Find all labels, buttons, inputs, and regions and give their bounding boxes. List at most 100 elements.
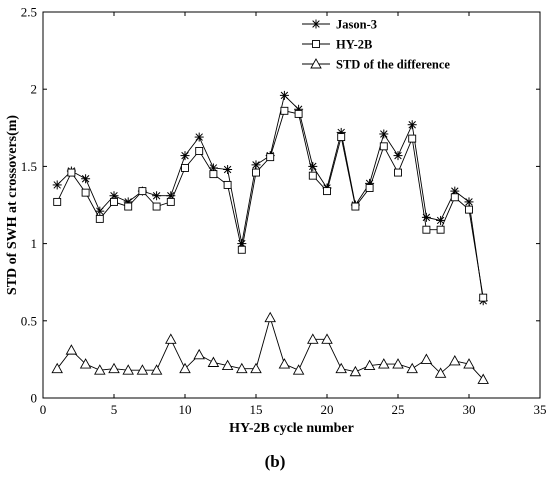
series-square [53,106,488,302]
data-point-asterisk [194,132,204,142]
legend-entry: HY-2B [302,38,372,52]
y-axis-title: STD of SWH at crossovers(m) [5,115,20,296]
legend-marker-square [312,40,320,48]
data-point-triangle [179,362,191,374]
y-tick-label: 2 [31,82,38,97]
data-point-triangle [94,364,106,375]
data-point-triangle [165,333,177,344]
data-point-square [351,202,360,211]
legend-entry: Jason-3 [302,18,377,32]
x-axis-title: HY-2B cycle number [229,421,354,436]
data-point-square [294,109,303,118]
data-point-square [95,214,104,223]
data-point-square [394,168,402,177]
data-point-triangle [463,358,475,369]
data-point-triangle [221,359,234,371]
data-point-asterisk [81,174,91,184]
data-point-triangle [150,364,163,375]
data-point-square [379,142,388,151]
x-tick-label: 25 [392,402,405,417]
data-point-square [465,205,473,214]
x-tick-label: 15 [250,402,263,417]
data-point-square [450,193,459,202]
y-tick-label: 0 [31,391,38,406]
data-point-square [337,133,346,142]
data-point-triangle [136,364,149,375]
data-point-triangle [122,364,134,375]
data-point-asterisk [393,151,403,161]
data-point-square [152,202,161,211]
data-point-triangle [420,353,433,364]
legend-entry: STD of the difference [302,58,450,72]
series-layer [51,90,489,384]
data-point-square [195,147,204,155]
data-point-triangle [363,359,376,371]
data-point-asterisk [251,160,261,170]
data-point-square [166,197,175,206]
data-point-triangle [65,344,78,355]
data-point-triangle [236,362,248,374]
data-point-square [124,202,133,211]
legend-label: Jason-3 [336,18,377,32]
data-point-triangle [477,373,489,384]
data-point-square [223,180,232,189]
series-triangle [51,311,489,384]
data-point-triangle [392,358,404,369]
y-tick-label: 1.5 [21,159,37,174]
x-tick-label: 10 [179,402,192,417]
data-point-asterisk [464,197,474,207]
data-point-triangle [406,362,418,374]
legend-label: STD of the difference [336,58,450,72]
data-point-square [436,225,445,234]
data-point-triangle [51,362,63,374]
data-point-triangle [250,362,262,374]
data-point-asterisk [436,215,446,225]
data-point-triangle [79,358,92,369]
data-point-square [323,187,331,196]
data-point-square [110,197,118,206]
legend-marker-asterisk [311,19,321,29]
data-point-square [280,106,289,115]
data-point-triangle [264,311,276,323]
data-point-triangle [307,333,319,344]
series-line [56,316,484,380]
data-point-square [138,187,147,196]
y-tick-label: 0.5 [21,313,37,328]
data-point-triangle [193,348,205,360]
data-point-square [365,184,374,192]
data-point-triangle [349,365,362,377]
legend-marker-triangle [310,58,322,69]
data-point-asterisk [379,129,389,139]
data-point-square [252,168,260,177]
data-point-asterisk [223,164,233,174]
y-tick-label: 1 [31,236,38,251]
data-point-asterisk [95,206,105,216]
data-point-square [181,163,189,172]
legend: Jason-3 HY-2B STD of the difference [302,18,450,72]
y-tick-label: 2.5 [21,5,37,20]
data-point-triangle [207,356,220,367]
data-point-square [209,170,218,179]
data-point-triangle [108,362,120,374]
panel-label: (b) [264,452,286,471]
data-point-triangle [335,362,347,374]
data-point-square [67,168,76,177]
y-axis: 0 0.5 1 1.5 2 2.5 [21,5,540,406]
data-point-square [237,245,246,254]
data-point-square [422,225,431,234]
data-point-triangle [378,358,390,369]
data-point-asterisk [52,180,62,190]
data-point-triangle [292,364,305,375]
data-point-square [408,134,417,143]
data-point-triangle [434,367,447,378]
data-point-triangle [449,355,461,366]
data-point-square [53,197,62,206]
legend-label: HY-2B [336,38,372,52]
data-point-triangle [321,333,333,344]
data-point-square [308,171,317,180]
series-line [56,110,484,298]
x-tick-label: 0 [40,402,47,417]
data-point-square [266,153,275,162]
data-point-asterisk [279,90,289,100]
